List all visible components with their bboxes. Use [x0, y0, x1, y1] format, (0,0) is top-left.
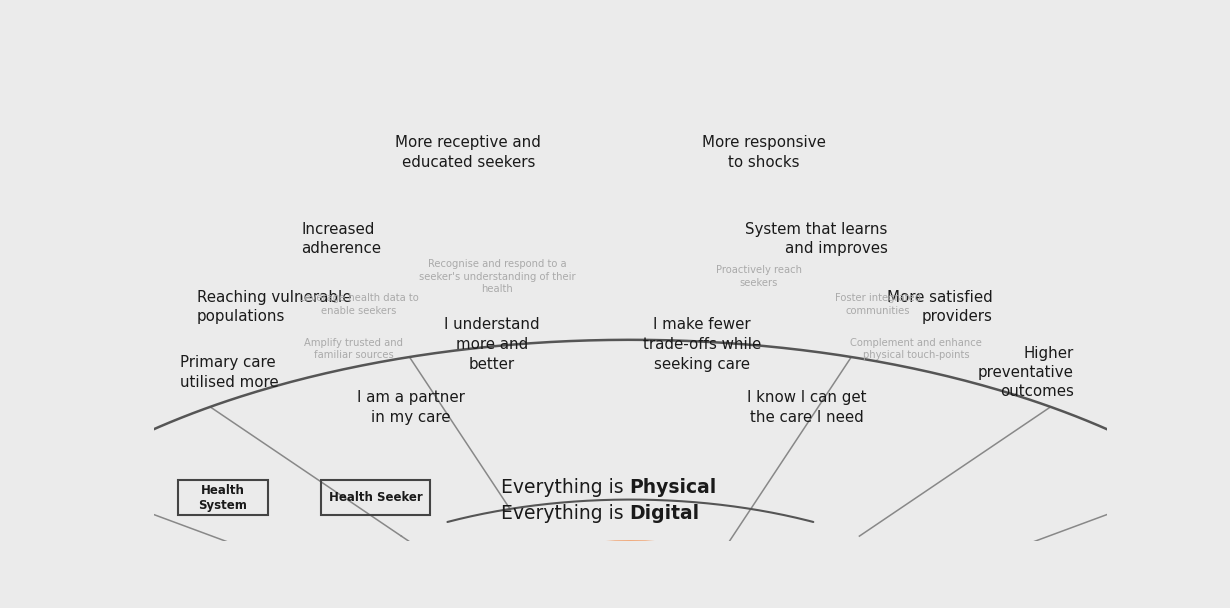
Text: Digital: Digital: [630, 505, 700, 523]
Text: I know I can get
the care I need: I know I can get the care I need: [747, 390, 866, 425]
Text: More satisfied
providers: More satisfied providers: [887, 290, 993, 324]
Text: Physical: Physical: [630, 478, 717, 497]
Text: Reaching vulnerable
populations: Reaching vulnerable populations: [197, 290, 351, 324]
Text: More responsive
to shocks: More responsive to shocks: [702, 136, 825, 170]
Text: I am a partner
in my care: I am a partner in my care: [357, 390, 465, 425]
Text: Increased
adherence: Increased adherence: [301, 222, 381, 256]
Text: I make fewer
trade-offs while
seeking care: I make fewer trade-offs while seeking ca…: [643, 317, 761, 372]
Text: Primary care
utilised more: Primary care utilised more: [181, 356, 279, 390]
Text: Proactively reach
seekers: Proactively reach seekers: [716, 266, 802, 288]
Text: Higher
preventative
outcomes: Higher preventative outcomes: [978, 346, 1074, 399]
Text: Complement and enhance
physical touch-points: Complement and enhance physical touch-po…: [850, 338, 983, 361]
Text: More receptive and
educated seekers: More receptive and educated seekers: [395, 136, 541, 170]
Text: I understand
more and
better: I understand more and better: [444, 317, 540, 372]
Text: Everything is: Everything is: [501, 505, 630, 523]
Text: Foster integrated
communities: Foster integrated communities: [835, 294, 921, 316]
Text: Health
System: Health System: [198, 484, 247, 512]
Text: Recognise and respond to a
seeker's understanding of their
health: Recognise and respond to a seeker's unde…: [418, 259, 576, 294]
Text: Leverage health data to
enable seekers: Leverage health data to enable seekers: [299, 294, 418, 316]
Circle shape: [325, 541, 935, 608]
Text: Everything is: Everything is: [501, 478, 630, 497]
Text: Health Seeker: Health Seeker: [328, 491, 422, 504]
Text: Amplify trusted and
familiar sources: Amplify trusted and familiar sources: [305, 338, 403, 361]
Text: System that learns
and improves: System that learns and improves: [745, 222, 888, 256]
